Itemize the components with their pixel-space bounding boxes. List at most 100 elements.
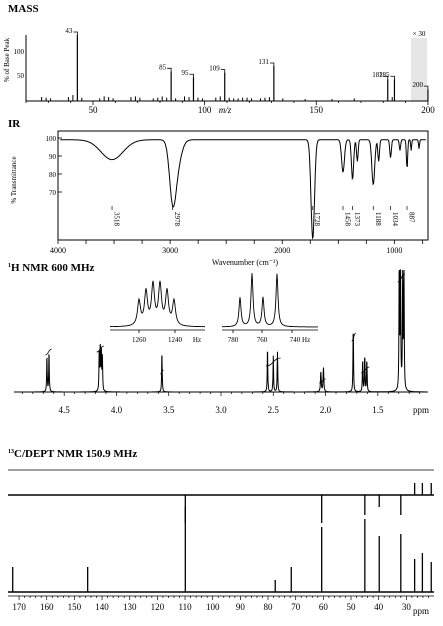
hnmr-spectrum: ppm 4.5 4.0 3.5 3.0 2.5 2.0 1.5 1260 1240 Hz 7… — [14, 269, 429, 415]
hnmr-xtick-label: 2.5 — [268, 405, 280, 415]
cnmr-xtick-label: 100 — [206, 602, 220, 612]
cnmr-title-main: C/DEPT NMR 150.9 MHz — [14, 448, 137, 460]
hnmr-integral — [45, 348, 52, 356]
ir-spectrum: 100 90 80 70 % Transmittance Wavenumber … — [10, 130, 429, 267]
inset1-trace — [110, 280, 205, 328]
hnmr-xtick-label: 4.0 — [111, 405, 123, 415]
hnmr-integral — [160, 369, 164, 375]
ir-band-label: 1458 — [344, 212, 352, 227]
inset1-tick-hz: Hz — [193, 336, 201, 344]
cnmr-title: 13C/DEPT NMR 150.9 MHz — [8, 448, 137, 460]
mass-xtick-label: 150 — [310, 105, 324, 115]
mass-peak-leader — [383, 75, 389, 80]
inset2-tick-780: 780 — [228, 336, 239, 344]
mass-peak-leader — [73, 31, 78, 35]
hnmr-integrals — [45, 273, 406, 384]
inset1-tick-1260: 1260 — [132, 336, 147, 344]
cnmr-peaks — [12, 507, 432, 592]
mass-ylabel: % of Base Peak — [3, 37, 11, 82]
ir-band-label: 2978 — [173, 212, 181, 227]
ir-band-labels: 3518 2978 1728 1458 1373 1188 1034 887 — [111, 206, 416, 227]
mass-peak-label: 109 — [209, 65, 220, 73]
hnmr-xtick-label: 4.5 — [59, 405, 71, 415]
mass-peak-leader — [423, 85, 429, 90]
hnmr-inset-1: 1260 1240 Hz — [110, 280, 205, 344]
hnmr-title-sup: 1 — [8, 263, 11, 269]
hnmr-inset-2: 780 760 740 Hz — [222, 273, 318, 344]
mass-peak-label: 85 — [159, 63, 167, 71]
cnmr-xtick-label: 40 — [374, 602, 384, 612]
cnmr-title-sup: 13 — [8, 449, 14, 455]
hnmr-title-main: H NMR 600 MHz — [11, 262, 95, 274]
cnmr-xtick-label: 60 — [319, 602, 329, 612]
ir-xtick-label: 4000 — [50, 246, 66, 255]
mass-ytick-100: 100 — [14, 48, 25, 56]
cnmr-xtick-label: 70 — [291, 602, 301, 612]
ir-band-label: 1188 — [374, 212, 382, 226]
cnmr-xtick-label: 80 — [264, 602, 274, 612]
mass-x30-region — [411, 38, 427, 101]
hnmr-integral — [351, 332, 357, 342]
hnmr-integral — [361, 366, 370, 374]
cnmr-xtick-label: 130 — [123, 602, 137, 612]
hnmr-integral — [265, 357, 281, 367]
mass-peak-leader — [220, 69, 226, 73]
ir-ytick-100: 100 — [46, 135, 57, 143]
mass-xtick-label: 50 — [88, 105, 98, 115]
mass-peak-leader — [390, 75, 395, 80]
mass-xtick-label: 100 — [198, 105, 212, 115]
inset1-tick-1240: 1240 — [168, 336, 183, 344]
ir-band-label: 1373 — [353, 212, 361, 227]
hnmr-integral — [96, 345, 104, 353]
mass-minor-peaks — [41, 95, 393, 101]
ir-ytick-80: 80 — [49, 171, 57, 179]
ir-trace — [60, 139, 426, 240]
mass-peak-label: 95 — [181, 69, 189, 77]
mass-peak-label: 43 — [65, 27, 73, 35]
ir-xtick-label: 3000 — [162, 246, 178, 255]
hnmr-xtick-label: 3.0 — [215, 405, 227, 415]
ir-band-label: 887 — [408, 212, 416, 223]
hnmr-xtick-label: 2.0 — [320, 405, 332, 415]
cnmr-xtick-label: 140 — [95, 602, 109, 612]
ir-ylabel: % Transmittance — [10, 156, 18, 203]
cnmr-x-ticks: 170 160 150 140 130 120 110 100 90 80 70 60 50 40 30 — [12, 596, 429, 612]
ir-band-label: 3518 — [113, 212, 121, 227]
cnmr-spectrum: 170 160 150 140 130 120 110 100 90 80 70 60 50 40 30 p… — [8, 469, 434, 616]
mass-spectrum: 100 50 % of Base Peak × 30 m/z 50 100 150 2… — [3, 27, 435, 115]
hnmr-x-ticks: 4.5 4.0 3.5 3.0 2.5 2.0 1.5 — [22, 392, 420, 415]
mass-peak-leader — [269, 62, 275, 67]
hnmr-integral — [319, 378, 326, 384]
ir-ytick-90: 90 — [49, 153, 57, 161]
mass-peak-label: 131 — [258, 58, 269, 66]
mass-peak-label: 200 — [412, 81, 423, 89]
ir-xlabel: Wavenumber (cm⁻¹) — [212, 258, 279, 267]
mass-peak-leader — [167, 67, 172, 72]
mass-peak-label: 185 — [379, 71, 390, 79]
cnmr-xtick-label: 150 — [68, 602, 82, 612]
dept-ch3-peaks — [413, 483, 432, 495]
cnmr-xtick-label: 90 — [236, 602, 246, 612]
ir-xtick-label: 1000 — [386, 246, 402, 255]
cnmr-xtick-label: 160 — [40, 602, 54, 612]
ir-ytick-70: 70 — [49, 189, 57, 197]
hnmr-xlabel: ppm — [413, 405, 429, 415]
cnmr-xtick-label: 30 — [402, 602, 412, 612]
cnmr-xtick-label: 170 — [12, 602, 26, 612]
hnmr-xtick-label: 1.5 — [372, 405, 384, 415]
ir-xtick-label: 2000 — [274, 246, 290, 255]
hnmr-trace — [17, 269, 425, 393]
hnmr-integral — [397, 273, 406, 283]
ir-band-label: 1728 — [313, 212, 321, 227]
hnmr-title: 1H NMR 600 MHz — [8, 262, 95, 274]
ir-title: IR — [8, 118, 21, 130]
mass-peak-leader — [189, 73, 194, 78]
ir-x-ticks: 4000 3000 2000 1000 — [50, 137, 423, 255]
mass-peak-label: 182 — [372, 71, 383, 79]
dept-ch-peaks — [184, 495, 402, 523]
mass-xtick-label: 200 — [421, 105, 435, 115]
inset2-tick-740: 740 Hz — [290, 336, 310, 344]
